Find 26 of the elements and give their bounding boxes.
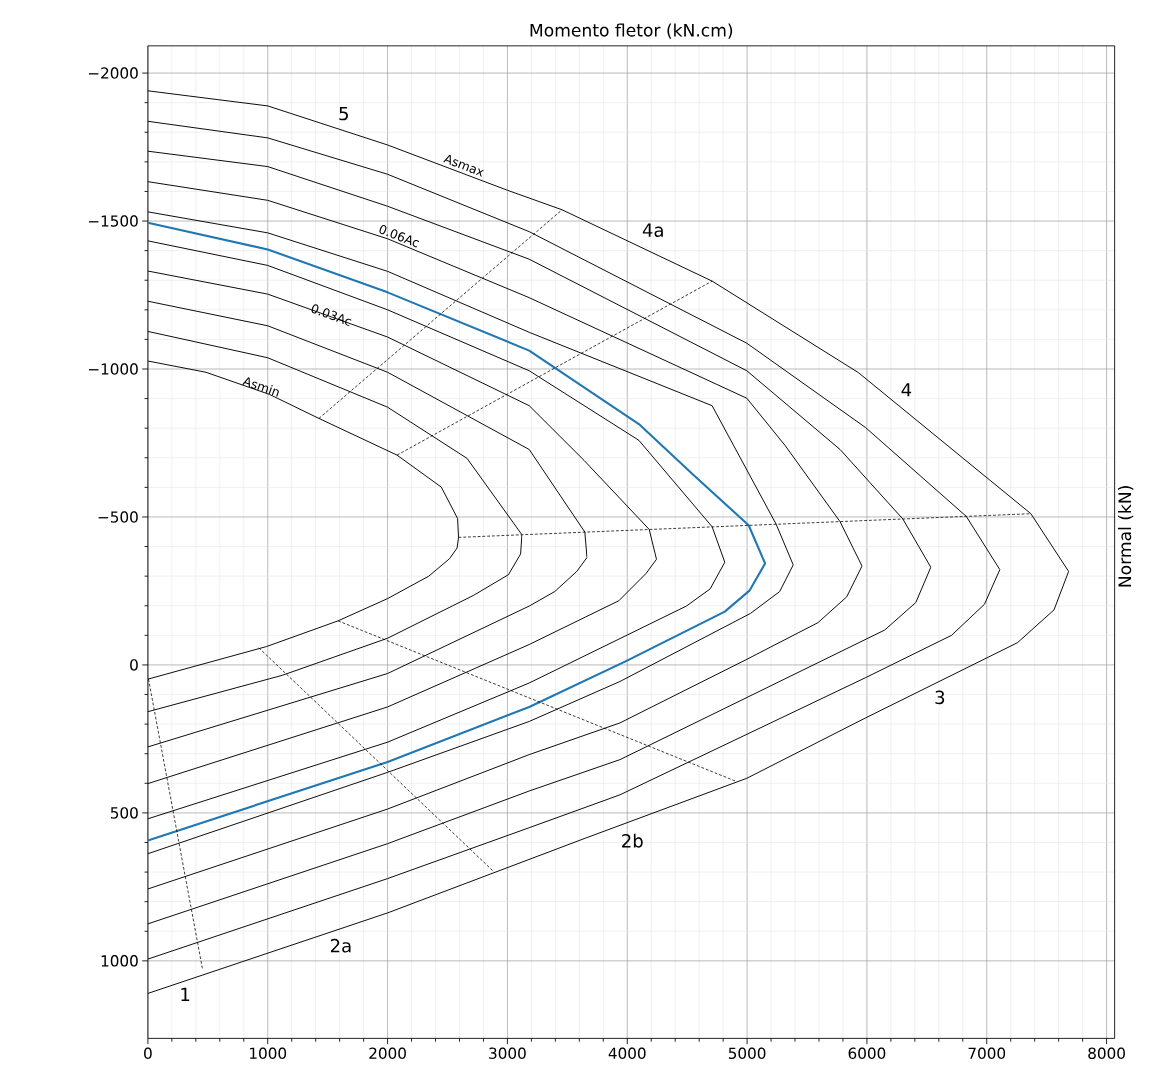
annotation: 2a — [330, 939, 351, 953]
x-tick-label: 7000 — [968, 1047, 1006, 1060]
annotation: 3 — [935, 690, 945, 705]
annotation: 4 — [901, 383, 912, 397]
annotation: 4a — [642, 223, 663, 238]
x-tick-label: 2000 — [369, 1047, 406, 1060]
x-axis-title: Momento fletor (kN.cm) — [530, 23, 733, 39]
x-tick-label: 6000 — [848, 1047, 886, 1060]
y-tick-label: −2000 — [88, 67, 138, 80]
x-tick-label: 4000 — [608, 1047, 646, 1060]
annotation: 5 — [339, 107, 348, 121]
y-tick-label: 0 — [130, 659, 138, 671]
y-tick-label: −500 — [98, 511, 138, 523]
x-tick-label: 1000 — [250, 1047, 287, 1060]
annotation: 2b — [622, 833, 643, 848]
y-tick-label: 500 — [110, 807, 138, 819]
y-tick-label: 1000 — [101, 955, 138, 967]
x-tick-label: 3000 — [489, 1047, 526, 1060]
annotation: Asmin — [242, 377, 279, 397]
y-tick-label: −1000 — [88, 363, 138, 375]
x-tick-label: 5000 — [728, 1047, 766, 1060]
annotation: 1 — [181, 988, 190, 1002]
x-tick-label: 8000 — [1088, 1047, 1125, 1060]
y-tick-label: −1500 — [88, 215, 138, 228]
y-axis-title: Normal (kN) — [1117, 486, 1134, 587]
x-tick-label: 0 — [144, 1047, 152, 1060]
